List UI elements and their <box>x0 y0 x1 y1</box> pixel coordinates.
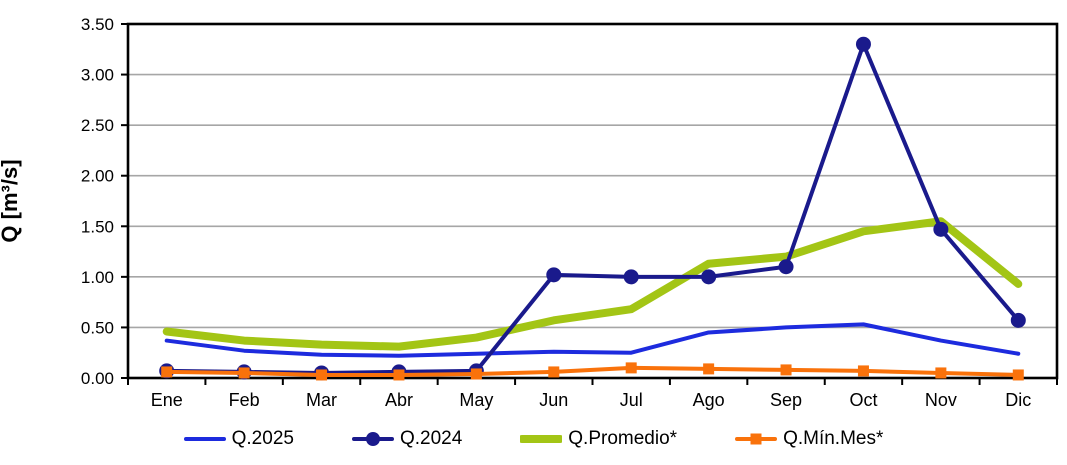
data-point <box>546 267 562 283</box>
legend-label-q2025: Q.2025 <box>231 428 294 449</box>
data-point <box>855 36 871 52</box>
x-category-label: Jul <box>620 390 643 410</box>
x-category-label: Abr <box>385 390 413 410</box>
data-point <box>393 369 405 381</box>
data-point <box>161 366 173 378</box>
x-category-label: Sep <box>770 390 802 410</box>
x-category-label: Dic <box>1005 390 1031 410</box>
legend-item-q2025: Q.2025 <box>183 428 294 450</box>
data-point <box>470 368 482 380</box>
data-point <box>780 364 792 376</box>
series-line-q-2025 <box>164 322 1021 358</box>
data-point <box>238 367 250 379</box>
data-point <box>625 362 637 374</box>
x-category-label: May <box>459 390 493 410</box>
y-tick-label: 0.00 <box>81 369 114 388</box>
data-point <box>857 365 869 377</box>
plot-border <box>126 22 1059 380</box>
data-point <box>701 269 717 285</box>
data-point <box>623 269 639 285</box>
y-tick-label: 3.00 <box>81 66 114 85</box>
legend-item-promedio: Q.Promedio* <box>520 428 677 450</box>
x-category-label: Mar <box>306 390 337 410</box>
legend-swatch-q2024 <box>351 432 394 446</box>
y-axis-title: Q [m³/s] <box>0 159 22 242</box>
y-tick-label: 1.00 <box>81 268 114 287</box>
x-category-label: Ago <box>693 390 725 410</box>
legend-swatch-q2025 <box>183 437 226 441</box>
x-category-label: Nov <box>925 390 957 410</box>
legend-swatch-promedio <box>520 435 563 443</box>
data-point <box>935 367 947 379</box>
x-category-label: Ene <box>151 390 183 410</box>
data-point <box>1012 369 1024 381</box>
data-point <box>316 369 328 381</box>
data-point <box>933 221 949 237</box>
series-line-q-m-n-mes- <box>164 365 1021 377</box>
legend-marker <box>365 432 380 446</box>
legend-item-q2024: Q.2024 <box>351 428 463 450</box>
data-point <box>1010 312 1026 328</box>
legend-marker <box>750 433 762 445</box>
series-line-q-promedio- <box>162 217 1023 351</box>
legend-label-minmes: Q.Mín.Mes* <box>783 428 884 449</box>
data-point <box>703 363 715 375</box>
x-category-label: Oct <box>849 390 877 410</box>
data-point <box>778 259 794 275</box>
legend-item-minmes: Q.Mín.Mes* <box>735 428 883 450</box>
legend-label-promedio: Q.Promedio* <box>568 428 678 449</box>
x-category-label: Jun <box>539 390 568 410</box>
series-line-q-2024 <box>164 42 1021 375</box>
legend-label-q2024: Q.2024 <box>399 428 463 449</box>
y-tick-label: 2.00 <box>81 167 114 186</box>
y-tick-label: 1.50 <box>81 217 114 236</box>
y-tick-label: 3.50 <box>81 15 114 34</box>
y-tick-label: 0.50 <box>81 318 114 337</box>
chart-legend: Q.2025 Q.2024 Q.Promedio* Q.Mín.Mes* <box>0 428 1067 450</box>
data-point <box>548 366 560 378</box>
y-tick-label: 2.50 <box>81 116 114 135</box>
legend-swatch-minmes <box>735 433 778 445</box>
x-category-label: Feb <box>229 390 260 410</box>
